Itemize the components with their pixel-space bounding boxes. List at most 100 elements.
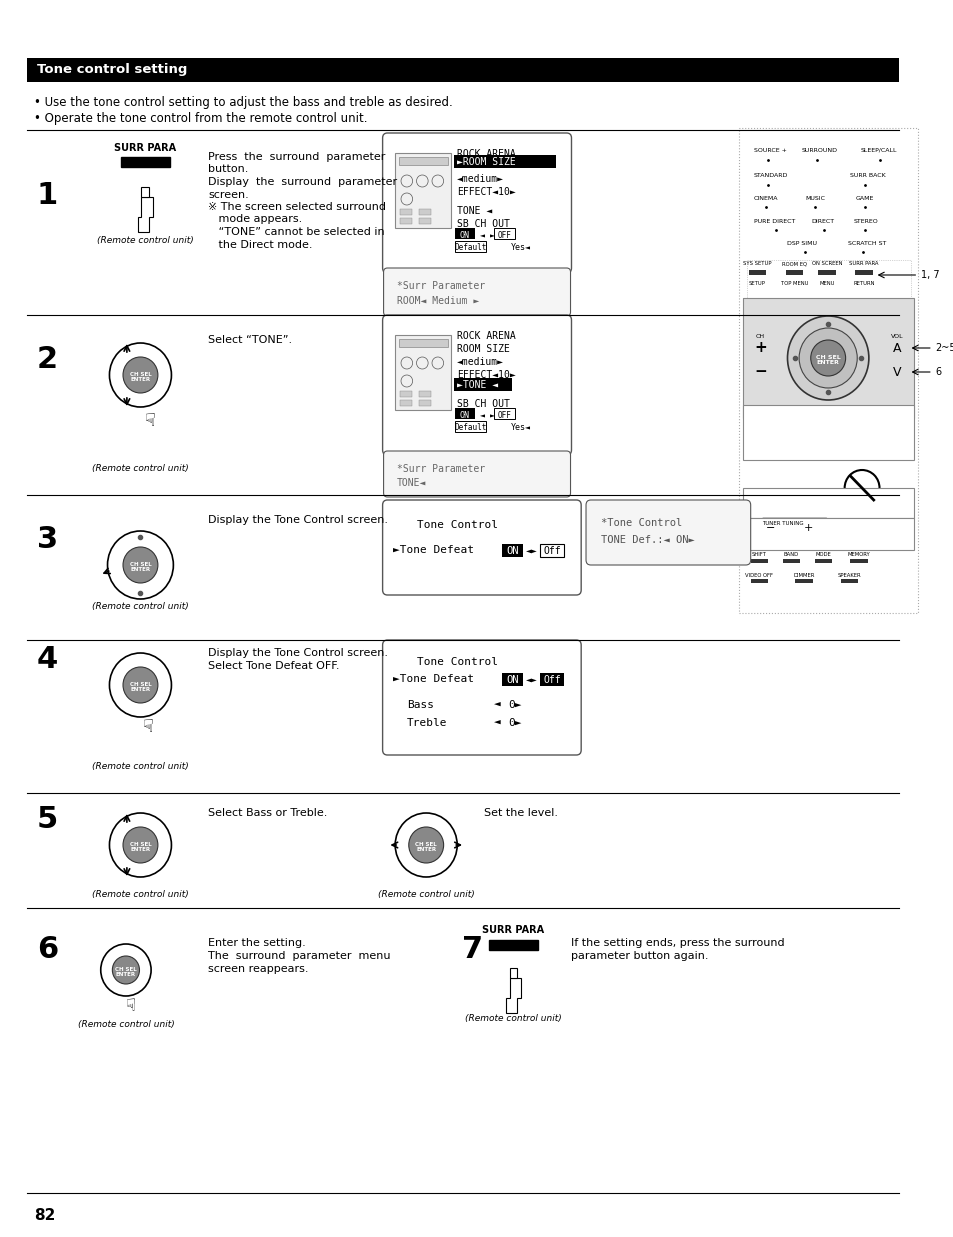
- Text: CH SEL
ENTER: CH SEL ENTER: [130, 841, 152, 852]
- Text: Yes◄: Yes◄: [510, 244, 530, 252]
- Text: SPEAKER: SPEAKER: [837, 573, 861, 578]
- Text: Enter the setting.: Enter the setting.: [208, 938, 306, 948]
- FancyBboxPatch shape: [382, 134, 571, 273]
- Text: ◄ ►: ◄ ►: [480, 411, 495, 419]
- Text: ☟: ☟: [143, 717, 153, 736]
- Text: (Remote control unit): (Remote control unit): [92, 762, 189, 772]
- Text: STANDARD: STANDARD: [753, 173, 787, 178]
- Text: SURR PARA: SURR PARA: [114, 143, 176, 153]
- Bar: [419, 391, 431, 397]
- Bar: [494, 408, 515, 419]
- Bar: [395, 335, 451, 409]
- Circle shape: [112, 956, 139, 983]
- Text: PURE DIRECT: PURE DIRECT: [753, 219, 794, 224]
- Text: STEREO: STEREO: [853, 219, 877, 224]
- Bar: [419, 209, 431, 215]
- Text: The  surround  parameter  menu: The surround parameter menu: [208, 951, 391, 961]
- Text: screen.: screen.: [208, 189, 249, 199]
- Text: SURROUND: SURROUND: [801, 148, 837, 153]
- Text: (Remote control unit): (Remote control unit): [77, 1021, 174, 1029]
- Text: CH SEL
ENTER: CH SEL ENTER: [115, 966, 136, 977]
- Text: Treble: Treble: [406, 717, 447, 729]
- Text: 4: 4: [37, 646, 58, 674]
- Bar: [121, 157, 170, 167]
- Text: TOP MENU: TOP MENU: [780, 281, 807, 286]
- Text: ►Tone Defeat: ►Tone Defeat: [393, 674, 474, 684]
- Text: V: V: [892, 365, 901, 379]
- Bar: [795, 579, 812, 583]
- Text: TONE ◄: TONE ◄: [456, 207, 492, 216]
- Text: Off: Off: [543, 546, 560, 555]
- Bar: [398, 157, 447, 165]
- Bar: [840, 579, 858, 583]
- Bar: [781, 559, 800, 563]
- Text: −: −: [764, 523, 774, 533]
- Polygon shape: [505, 978, 520, 1013]
- Bar: [748, 270, 765, 275]
- Text: ON: ON: [506, 675, 518, 685]
- Bar: [454, 155, 556, 168]
- Text: 3: 3: [37, 526, 58, 554]
- Text: ROOM EQ: ROOM EQ: [781, 261, 806, 266]
- Polygon shape: [509, 969, 517, 978]
- FancyBboxPatch shape: [585, 500, 750, 565]
- Text: Select “TONE”.: Select “TONE”.: [208, 335, 292, 345]
- Text: CH: CH: [755, 334, 764, 339]
- Circle shape: [799, 328, 857, 388]
- Text: OFF: OFF: [497, 230, 511, 240]
- Text: 0►: 0►: [508, 717, 521, 729]
- Text: *Tone Control: *Tone Control: [600, 518, 681, 528]
- Text: A: A: [892, 341, 901, 355]
- Text: (Remote control unit): (Remote control unit): [92, 891, 189, 899]
- Text: ROCK ARENA: ROCK ARENA: [456, 148, 516, 160]
- Text: (Remote control unit): (Remote control unit): [92, 602, 189, 611]
- Text: screen reappears.: screen reappears.: [208, 964, 309, 974]
- Text: *Surr Parameter: *Surr Parameter: [396, 281, 485, 291]
- Circle shape: [123, 667, 158, 703]
- Text: 1: 1: [37, 181, 58, 209]
- Text: the Direct mode.: the Direct mode.: [208, 240, 313, 250]
- Bar: [455, 421, 486, 432]
- Bar: [855, 270, 872, 275]
- Text: Tone Control: Tone Control: [416, 657, 497, 667]
- Text: ※ The screen selected surround: ※ The screen selected surround: [208, 202, 386, 212]
- Text: BAND: BAND: [783, 552, 798, 557]
- Text: MENU: MENU: [819, 281, 834, 286]
- Text: If the setting ends, press the surround: If the setting ends, press the surround: [571, 938, 784, 948]
- Text: VIDEO OFF: VIDEO OFF: [744, 573, 773, 578]
- Text: Yes◄: Yes◄: [510, 423, 530, 433]
- Text: “TONE” cannot be selected in: “TONE” cannot be selected in: [208, 228, 384, 238]
- Text: SB CH OUT: SB CH OUT: [456, 400, 510, 409]
- Bar: [455, 408, 475, 419]
- Text: ◄►: ◄►: [525, 546, 537, 555]
- Text: GAME: GAME: [855, 195, 873, 200]
- FancyBboxPatch shape: [383, 268, 570, 315]
- Text: RETURN: RETURN: [852, 281, 874, 286]
- Bar: [742, 489, 913, 518]
- Text: Bass: Bass: [406, 700, 434, 710]
- Text: Select Bass or Treble.: Select Bass or Treble.: [208, 808, 327, 818]
- Text: SETUP: SETUP: [748, 281, 765, 286]
- Text: CH SEL
ENTER: CH SEL ENTER: [415, 841, 436, 852]
- Text: ☟: ☟: [145, 412, 155, 430]
- Bar: [750, 579, 767, 583]
- Bar: [395, 153, 451, 228]
- Text: ◄medium►: ◄medium►: [456, 174, 504, 184]
- Circle shape: [810, 340, 844, 376]
- Text: 5: 5: [37, 805, 58, 835]
- Text: SCRATCH ST: SCRATCH ST: [846, 241, 885, 246]
- Text: Tone Control: Tone Control: [416, 520, 497, 529]
- Bar: [540, 673, 563, 687]
- Bar: [494, 228, 515, 239]
- Bar: [489, 940, 537, 950]
- Text: TONE Def.:◄ ON►: TONE Def.:◄ ON►: [600, 534, 694, 546]
- Text: (Remote control unit): (Remote control unit): [97, 235, 193, 245]
- Text: 6: 6: [37, 935, 58, 965]
- Text: 6: 6: [935, 367, 941, 377]
- Text: MODE: MODE: [815, 552, 830, 557]
- Text: DIMMER: DIMMER: [793, 573, 814, 578]
- Text: TONE◄: TONE◄: [396, 477, 426, 489]
- Text: Off: Off: [543, 675, 560, 685]
- Text: button.: button.: [208, 165, 249, 174]
- Text: SYS SETUP: SYS SETUP: [742, 261, 771, 266]
